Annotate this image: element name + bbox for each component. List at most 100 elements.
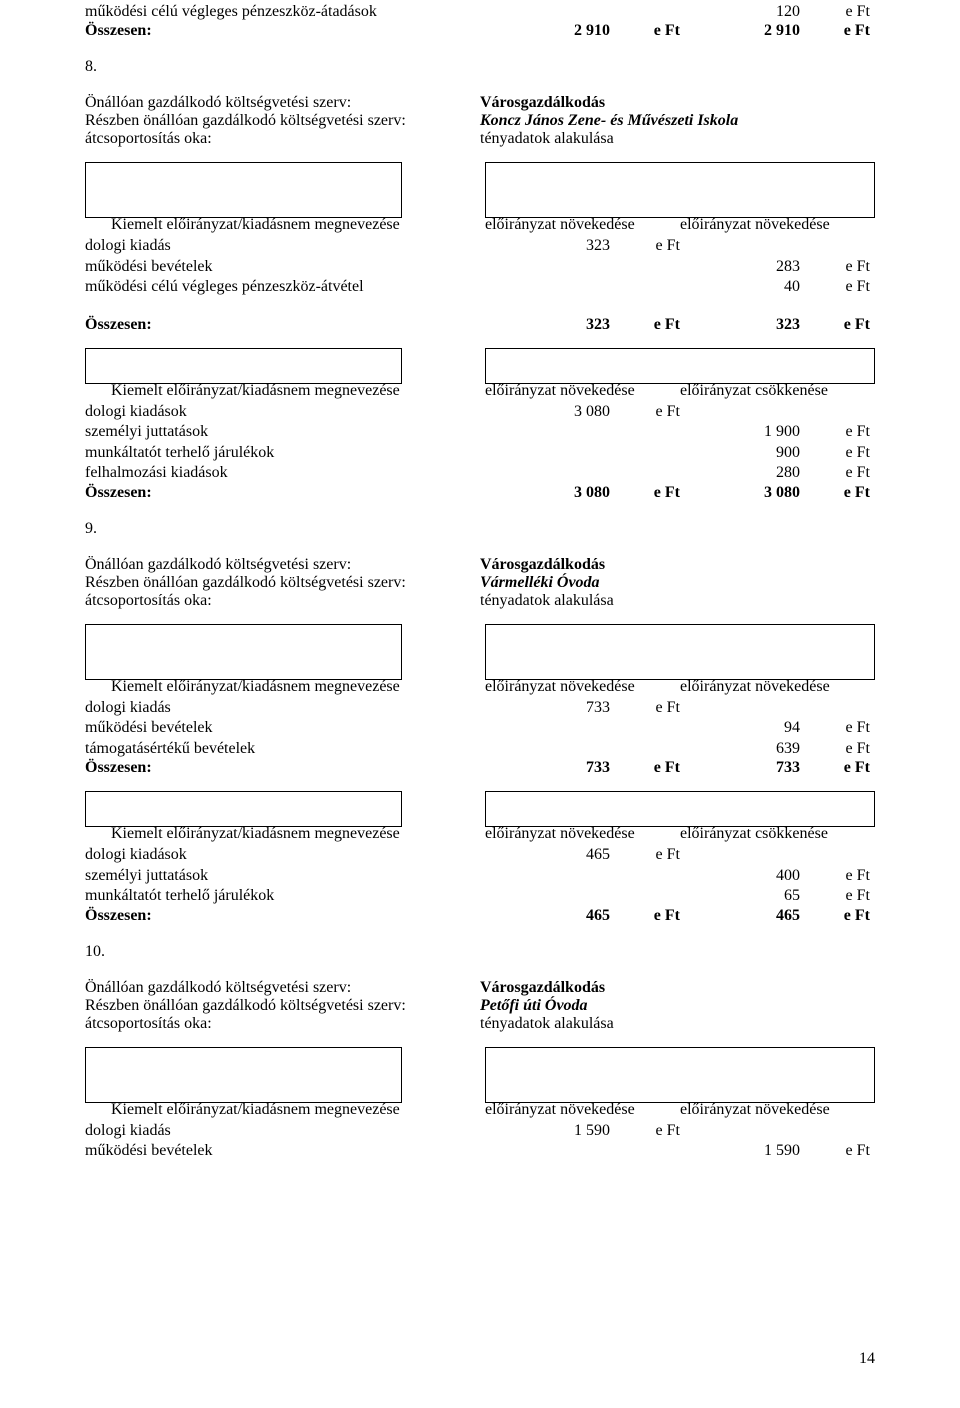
data-row: személyi juttatások 400e Ft <box>85 866 875 886</box>
total-v1: 323 <box>485 316 610 334</box>
total-v1: 465 <box>485 907 610 925</box>
total-label: Összesen: <box>85 484 485 502</box>
total-u1: e Ft <box>610 907 680 925</box>
header-9b: Kiemelt előirányzat/kiadásnem megnevezés… <box>85 825 875 843</box>
row-v2: 280 <box>680 463 800 483</box>
row-v2: 120 <box>680 2 800 22</box>
data-row: dologi kiadás733e Ft <box>85 698 875 718</box>
row-u2: e Ft <box>800 1141 870 1161</box>
row-label: támogatásértékű bevételek <box>85 739 485 759</box>
row-v2: 400 <box>680 866 800 886</box>
row-u2: e Ft <box>800 2 870 22</box>
kv-value: Vármelléki Óvoda <box>480 574 600 592</box>
data-row: dologi kiadás323e Ft <box>85 236 875 256</box>
row-label: munkáltatót terhelő járulékok <box>85 443 485 463</box>
kv-value: Városgazdálkodás <box>480 979 605 997</box>
data-row: támogatásértékű bevételek 639e Ft <box>85 739 875 759</box>
hdr-col2: előirányzat növekedése <box>485 678 680 696</box>
hdr-col1: Kiemelt előirányzat/kiadásnem megnevezés… <box>85 216 485 234</box>
row-v1: 323 <box>485 236 610 256</box>
data-row: dologi kiadás1 590e Ft <box>85 1121 875 1141</box>
s8b-total: Összesen: 3 080 e Ft 3 080 e Ft <box>85 484 875 502</box>
total-u1: e Ft <box>610 316 680 334</box>
row-u1: e Ft <box>610 845 680 865</box>
row-u2: e Ft <box>800 739 870 759</box>
total-u2: e Ft <box>800 316 870 334</box>
row-v1: 465 <box>485 845 610 865</box>
row-label: működési bevételek <box>85 257 485 277</box>
hdr-col2: előirányzat növekedése <box>485 825 680 843</box>
kv-row: Önállóan gazdálkodó költségvetési szerv:… <box>85 94 875 112</box>
total-v2: 465 <box>680 907 800 925</box>
kv-value: Koncz János Zene- és Művészeti Iskola <box>480 112 738 130</box>
kv-label: Önállóan gazdálkodó költségvetési szerv: <box>85 979 480 997</box>
row-label: dologi kiadás <box>85 698 485 718</box>
hdr-col2: előirányzat növekedése <box>485 1101 680 1119</box>
page-number: 14 <box>859 1350 875 1368</box>
row-u2: e Ft <box>800 886 870 906</box>
row-v2: 283 <box>680 257 800 277</box>
total-label: Összesen: <box>85 22 485 40</box>
total-v1: 733 <box>485 759 610 777</box>
total-v2: 323 <box>680 316 800 334</box>
row-u2: e Ft <box>800 443 870 463</box>
data-row: személyi juttatások1 900e Ft <box>85 422 875 442</box>
row-u1: e Ft <box>610 698 680 718</box>
data-row: működési célú végleges pénzeszköz-átvéte… <box>85 277 875 297</box>
row-v2: 639 <box>680 739 800 759</box>
data-row: munkáltatót terhelő járulékok 900e Ft <box>85 443 875 463</box>
row-u2: e Ft <box>800 277 870 297</box>
row-v1: 3 080 <box>485 402 610 422</box>
total-u2: e Ft <box>800 759 870 777</box>
hdr-col3: előirányzat csökkenése <box>680 382 875 400</box>
hdr-col2: előirányzat növekedése <box>485 382 680 400</box>
kv-row: Részben önállóan gazdálkodó költségvetés… <box>85 574 875 592</box>
kv-value: tényadatok alakulása <box>480 130 614 148</box>
row-u2: e Ft <box>800 422 870 442</box>
kv-label: átcsoportosítás oka: <box>85 1015 480 1033</box>
data-row: működési bevételek1 590e Ft <box>85 1141 875 1161</box>
row-u1: e Ft <box>610 1121 680 1141</box>
row-u2: e Ft <box>800 257 870 277</box>
row-u1: e Ft <box>610 402 680 422</box>
total-v2: 3 080 <box>680 484 800 502</box>
data-row: működési bevételek 283e Ft <box>85 257 875 277</box>
row-u2: e Ft <box>800 866 870 886</box>
kv-label: Önállóan gazdálkodó költségvetési szerv: <box>85 556 480 574</box>
kv-label: Önállóan gazdálkodó költségvetési szerv: <box>85 94 480 112</box>
hdr-col3: előirányzat csökkenése <box>680 825 875 843</box>
row-v2: 40 <box>680 277 800 297</box>
kv-label: Részben önállóan gazdálkodó költségvetés… <box>85 574 480 592</box>
header-8: Kiemelt előirányzat/kiadásnem megnevezés… <box>85 216 875 234</box>
row-label: működési bevételek <box>85 718 485 738</box>
data-row: dologi kiadások3 080e Ft <box>85 402 875 422</box>
total-v1: 2 910 <box>485 22 610 40</box>
row-label: dologi kiadás <box>85 1121 485 1141</box>
row-label: dologi kiadások <box>85 845 485 865</box>
s9b-total: Összesen: 465 e Ft 465 e Ft <box>85 907 875 925</box>
hdr-col2: előirányzat növekedése <box>485 216 680 234</box>
row-label: munkáltatót terhelő járulékok <box>85 886 485 906</box>
kv-row: átcsoportosítás oka:tényadatok alakulása <box>85 592 875 610</box>
kv-row: átcsoportosítás oka:tényadatok alakulása <box>85 130 875 148</box>
row-label: dologi kiadás <box>85 236 485 256</box>
kv-value: Városgazdálkodás <box>480 556 605 574</box>
section-10-number: 10. <box>85 943 875 961</box>
data-row: működési célú végleges pénzeszköz-átadás… <box>85 2 875 22</box>
hdr-col3: előirányzat növekedése <box>680 678 875 696</box>
row-label: személyi juttatások <box>85 866 485 886</box>
kv-label: Részben önállóan gazdálkodó költségvetés… <box>85 112 480 130</box>
row-v2: 94 <box>680 718 800 738</box>
row-label: személyi juttatások <box>85 422 485 442</box>
total-u2: e Ft <box>800 907 870 925</box>
row-label: működési célú végleges pénzeszköz-átvéte… <box>85 277 485 297</box>
total-label: Összesen: <box>85 759 485 777</box>
row-v2: 900 <box>680 443 800 463</box>
kv-row: Önállóan gazdálkodó költségvetési szerv:… <box>85 979 875 997</box>
data-row: dologi kiadások465e Ft <box>85 845 875 865</box>
data-row: működési bevételek94e Ft <box>85 718 875 738</box>
kv-row: Részben önállóan gazdálkodó költségvetés… <box>85 112 875 130</box>
total-label: Összesen: <box>85 316 485 334</box>
row-v2: 1 590 <box>680 1141 800 1161</box>
frame-9b <box>85 791 875 827</box>
